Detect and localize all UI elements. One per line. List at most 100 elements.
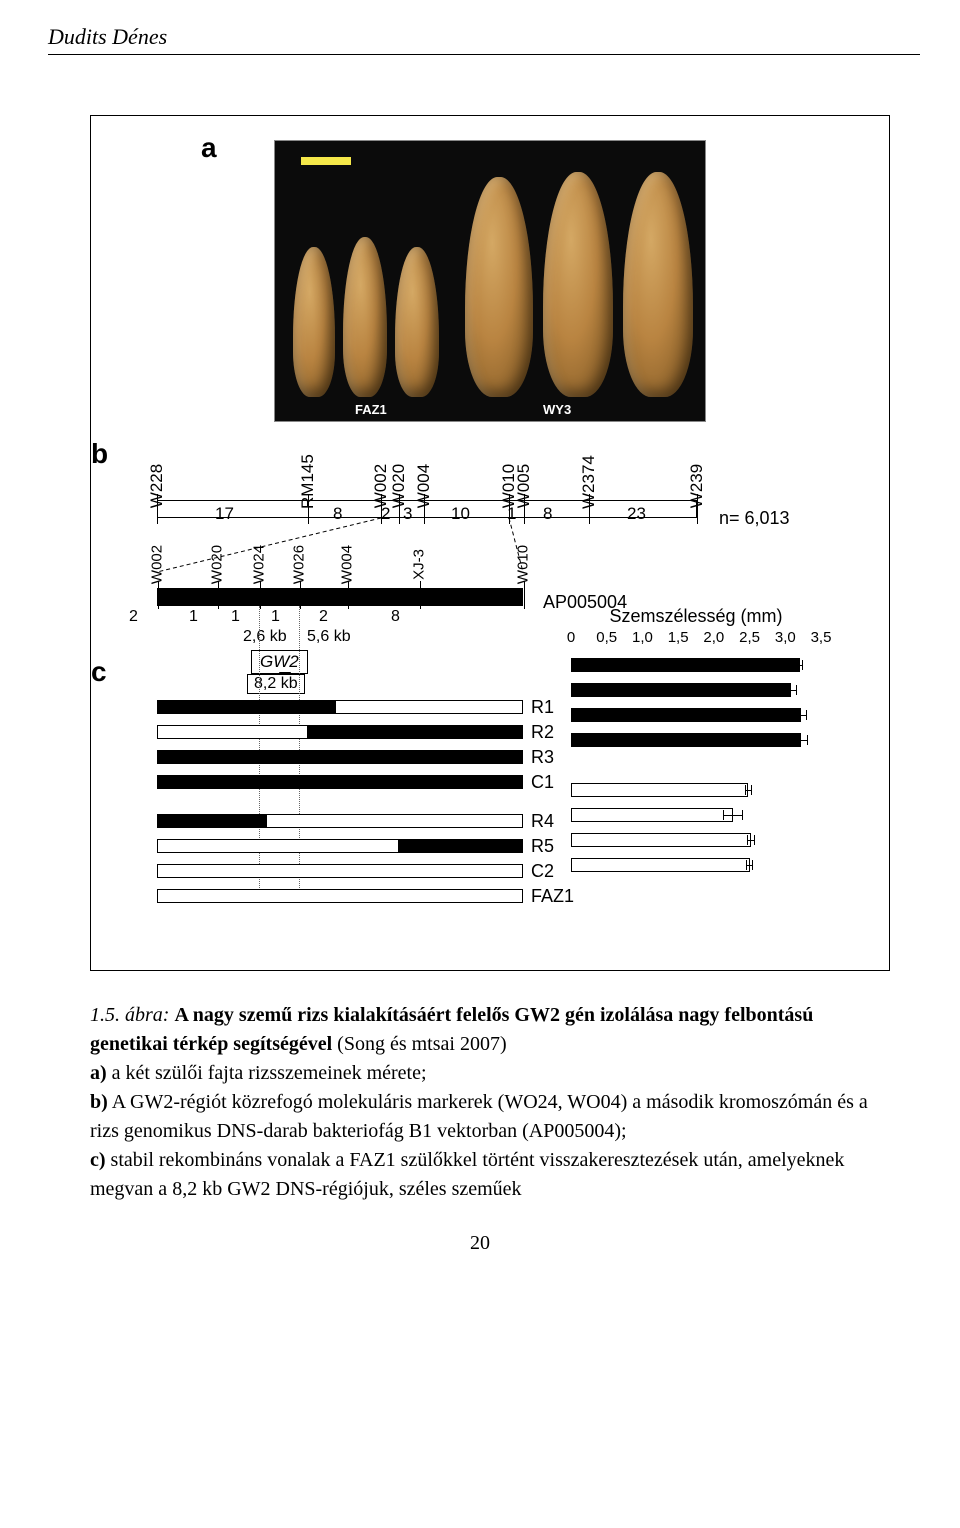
scale-bar (301, 157, 351, 165)
caption-title-after: (Song és mtsai 2007) (332, 1033, 506, 1055)
gw2-kb: 8,2 kb (247, 674, 305, 694)
error-bar (745, 790, 752, 791)
n-equals: n= 6,013 (719, 508, 790, 529)
row-label: C2 (531, 861, 554, 882)
fine-marker-label: W004 (339, 545, 356, 585)
rice-grain (395, 247, 439, 397)
axis-tick: 1,0 (632, 629, 653, 646)
axis-tick: 3,5 (811, 629, 832, 646)
rice-grain (543, 172, 613, 397)
fine-segment-count: 2 (129, 608, 138, 626)
marker-label: W020 (389, 463, 409, 509)
marker-label: W002 (371, 463, 391, 509)
fine-segment-count: 1 (189, 608, 198, 626)
error-bar (723, 815, 743, 816)
page-number: 20 (0, 1232, 960, 1255)
recombinant-bar (157, 864, 523, 878)
marker-label: W004 (414, 463, 434, 509)
caption-b-text: A GW2-régiót közrefogó molekuláris marke… (90, 1091, 868, 1142)
segment-count: 8 (543, 504, 552, 524)
axis-tick: 3,0 (775, 629, 796, 646)
marker-label: W005 (514, 463, 534, 509)
rice-grain (343, 237, 387, 397)
marker-label: W2374 (579, 463, 599, 509)
fine-marker-tick (260, 581, 261, 609)
recombinant-bar (157, 839, 523, 853)
chart-bars (571, 658, 821, 872)
seed-width-bar (571, 858, 750, 872)
segment-count: 10 (451, 504, 470, 524)
segment-count: 3 (403, 504, 412, 524)
axis-tick: 2,0 (703, 629, 724, 646)
recombinant-bar (157, 889, 523, 903)
row-label: R5 (531, 836, 554, 857)
figure-box: a FAZ1 WY3 b n= 6,013 W228RM145W002W020W… (90, 115, 890, 971)
recombinant-bar (157, 700, 523, 714)
photo-label-left: FAZ1 (355, 402, 387, 417)
caption-c-text: stabil rekombináns vonalak a FAZ1 szülők… (90, 1149, 844, 1200)
fine-marker-tick (524, 581, 525, 609)
fine-marker-tick (300, 581, 301, 609)
row-label: R4 (531, 811, 554, 832)
seed-width-bar (571, 733, 801, 747)
row-label: R2 (531, 722, 554, 743)
recombinant-bar (157, 775, 523, 789)
fine-segment-count: 2 (319, 608, 328, 626)
error-bar (747, 840, 754, 841)
panel-letter-a: a (201, 132, 217, 164)
seed-width-bar (571, 683, 791, 697)
figure-caption: 1.5. ábra: A nagy szemű rizs kialakításá… (90, 1001, 880, 1204)
axis-tick: 0,5 (596, 629, 617, 646)
chart-axis: 00,51,01,52,02,53,03,5 (571, 629, 821, 647)
running-head: Dudits Dénes (0, 0, 960, 54)
fine-marker-label: XJ-3 (411, 545, 428, 585)
seed-width-bar (571, 708, 801, 722)
segment-count: 17 (215, 504, 234, 524)
fine-marker-tick (158, 581, 159, 609)
rice-grain (465, 177, 533, 397)
fine-segment-count: 8 (391, 608, 400, 626)
fine-marker-tick (420, 581, 421, 609)
kb-left: 2,6 kb (243, 628, 287, 646)
seed-width-bar (571, 658, 800, 672)
axis-tick: 2,5 (739, 629, 760, 646)
photo-label-right: WY3 (543, 402, 571, 417)
axis-tick: 0 (567, 629, 575, 646)
panel-letter-c: c (91, 656, 107, 688)
axis-tick: 1,5 (668, 629, 689, 646)
seed-width-bar (571, 808, 733, 822)
error-bar (796, 665, 803, 666)
fine-marker-label: W020 (209, 545, 226, 585)
fine-marker-tick (348, 581, 349, 609)
error-bar (795, 715, 806, 716)
seed-width-bar (571, 783, 748, 797)
chart-title: Szemszélesség (mm) (571, 606, 821, 627)
fine-marker-label: W002 (149, 545, 166, 585)
seed-width-bar (571, 833, 751, 847)
error-bar (785, 690, 798, 691)
recombinant-bar (157, 814, 523, 828)
caption-b-label: b) (90, 1091, 108, 1113)
fine-marker-label: W026 (291, 545, 308, 585)
segment-count: 23 (627, 504, 646, 524)
recombinant-bar (157, 750, 523, 764)
kb-right: 5,6 kb (307, 628, 351, 646)
panel-letter-b: b (91, 438, 108, 470)
caption-c-label: c) (90, 1149, 106, 1171)
marker-label: W228 (147, 463, 167, 509)
fine-segment-count: 1 (231, 608, 240, 626)
segment-count: 8 (333, 504, 342, 524)
fine-map-bar (157, 588, 523, 606)
row-label: FAZ1 (531, 886, 574, 907)
segment-count: 1 (507, 504, 516, 524)
marker-label: W239 (687, 463, 707, 509)
fine-marker-label: W010 (515, 545, 532, 585)
recombinant-bar (157, 725, 523, 739)
caption-a-label: a) (90, 1062, 107, 1084)
rice-grain (623, 172, 693, 397)
error-bar (746, 865, 753, 866)
rice-grain (293, 247, 335, 397)
row-label: C1 (531, 772, 554, 793)
error-bar (794, 740, 808, 741)
seed-width-chart: Szemszélesség (mm) 00,51,01,52,02,53,03,… (571, 606, 821, 883)
